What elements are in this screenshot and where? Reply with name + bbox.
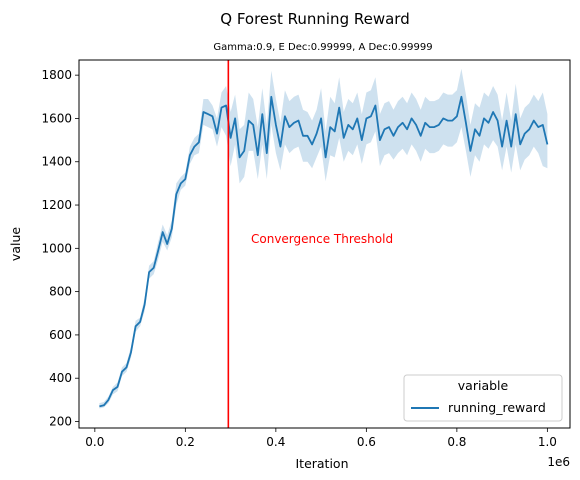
y-tick-label: 1000 — [41, 241, 72, 255]
y-tick-label: 1200 — [41, 198, 72, 212]
x-tick-label: 0.2 — [176, 435, 195, 449]
chart-title: Q Forest Running Reward — [220, 10, 409, 28]
chart-subtitle: Gamma:0.9, E Dec:0.99999, A Dec:0.99999 — [213, 42, 432, 53]
x-tick-label: 0.6 — [357, 435, 376, 449]
legend-title: variable — [458, 378, 509, 393]
x-tick-label: 1.0 — [538, 435, 557, 449]
y-tick-label: 1600 — [41, 111, 72, 125]
legend: variable running_reward — [403, 374, 563, 422]
y-axis-label: value — [8, 227, 23, 261]
x-axis-label: Iteration — [295, 456, 348, 471]
series-line-running-reward — [99, 95, 549, 408]
y-tick-label: 1400 — [41, 155, 72, 169]
x-axis-offset-label: 1e6 — [547, 455, 570, 469]
y-axis-ticks: 200 400 600 800 1000 1200 1400 1600 1800 — [41, 68, 79, 429]
plot-frame — [78, 59, 571, 429]
y-tick-label: 1800 — [41, 68, 72, 82]
x-tick-label: 0.8 — [447, 435, 466, 449]
series-line-layer — [99, 95, 549, 408]
y-tick-label: 200 — [49, 415, 72, 429]
annotation-convergence-threshold: Convergence Threshold — [251, 232, 393, 246]
x-tick-label: 0.0 — [85, 435, 104, 449]
y-tick-label: 400 — [49, 371, 72, 385]
x-tick-label: 0.4 — [266, 435, 285, 449]
x-axis-ticks: 0.0 0.2 0.4 0.6 0.8 1.0 — [85, 428, 557, 449]
y-tick-label: 600 — [49, 328, 72, 342]
legend-label-running-reward: running_reward — [448, 400, 546, 415]
y-tick-label: 800 — [49, 285, 72, 299]
legend-box — [403, 374, 563, 422]
